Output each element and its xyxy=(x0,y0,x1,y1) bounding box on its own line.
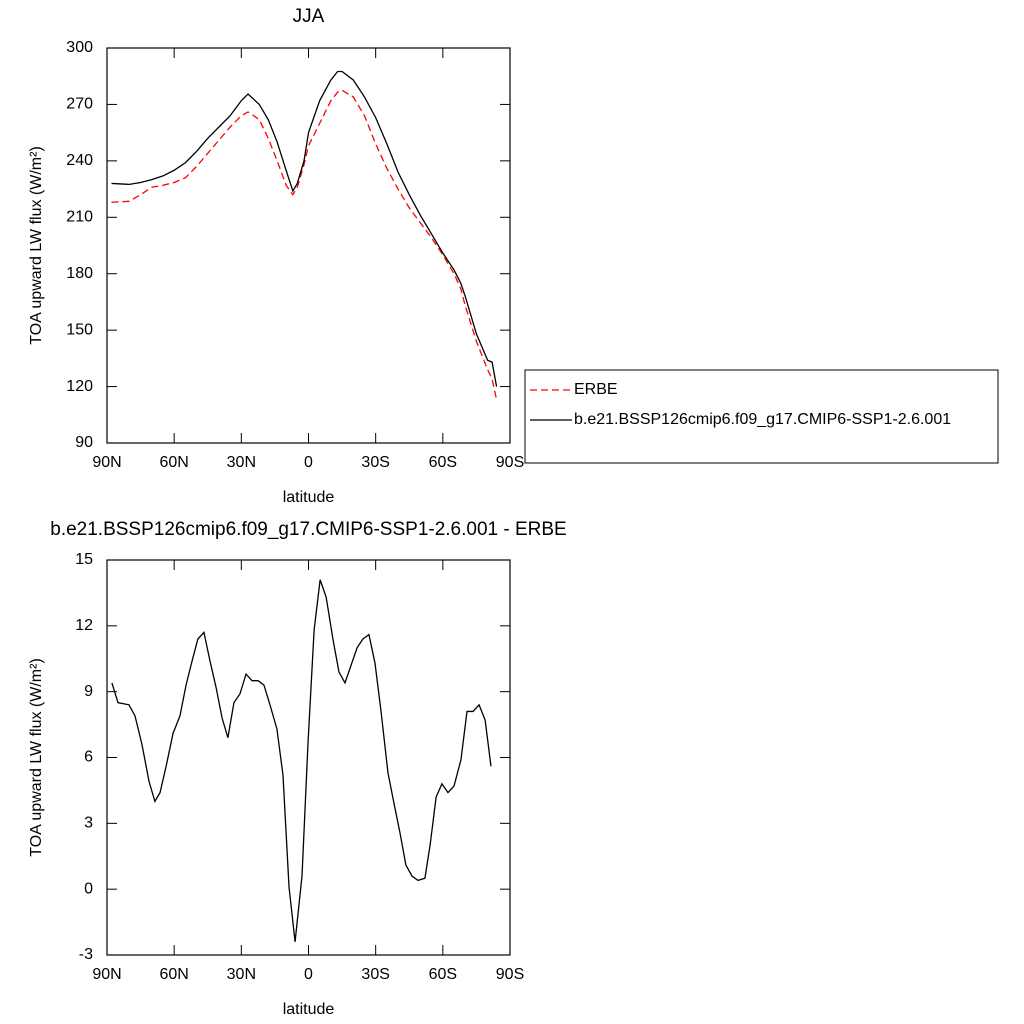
y-tick-label: 12 xyxy=(75,617,93,634)
y-tick-label: 90 xyxy=(75,434,93,451)
x-tick-label: 90N xyxy=(92,966,121,983)
legend-label: b.e21.BSSP126cmip6.f09_g17.CMIP6-SSP1-2.… xyxy=(574,411,951,428)
y-tick-label: 15 xyxy=(75,551,93,568)
y-axis-label: TOA upward LW flux (W/m²) xyxy=(28,146,45,345)
chart-title: b.e21.BSSP126cmip6.f09_g17.CMIP6-SSP1-2.… xyxy=(50,519,566,540)
x-tick-label: 30N xyxy=(227,966,256,983)
y-tick-label: 300 xyxy=(66,39,93,56)
x-tick-label: 60N xyxy=(159,966,188,983)
x-tick-label: 60S xyxy=(429,966,457,983)
y-tick-label: 150 xyxy=(66,321,93,338)
x-tick-label: 30S xyxy=(361,966,389,983)
y-tick-label: 120 xyxy=(66,378,93,395)
x-axis-label: latitude xyxy=(283,489,335,506)
chart-title: JJA xyxy=(293,6,325,27)
y-tick-label: 3 xyxy=(84,815,93,832)
x-tick-label: 60N xyxy=(159,454,188,471)
y-tick-label: 240 xyxy=(66,152,93,169)
x-tick-label: 90N xyxy=(92,454,121,471)
data-line xyxy=(111,89,498,400)
legend-frame xyxy=(524,369,999,464)
data-line xyxy=(111,70,498,387)
data-line xyxy=(111,579,492,942)
y-tick-label: 9 xyxy=(84,683,93,700)
x-tick-label: 30S xyxy=(361,454,389,471)
y-tick-label: -3 xyxy=(79,946,93,963)
legend-label: ERBE xyxy=(574,381,618,398)
x-tick-label: 0 xyxy=(304,454,313,471)
y-tick-label: 0 xyxy=(84,880,93,897)
y-tick-label: 6 xyxy=(84,749,93,766)
plot-frame xyxy=(106,47,511,444)
x-tick-label: 90S xyxy=(496,454,524,471)
x-axis-label: latitude xyxy=(283,1001,335,1018)
y-tick-label: 210 xyxy=(66,209,93,226)
x-tick-label: 60S xyxy=(429,454,457,471)
x-tick-label: 0 xyxy=(304,966,313,983)
x-tick-label: 90S xyxy=(496,966,524,983)
y-tick-label: 270 xyxy=(66,96,93,113)
y-tick-label: 180 xyxy=(66,265,93,282)
y-axis-label: TOA upward LW flux (W/m²) xyxy=(28,658,45,857)
x-tick-label: 30N xyxy=(227,454,256,471)
